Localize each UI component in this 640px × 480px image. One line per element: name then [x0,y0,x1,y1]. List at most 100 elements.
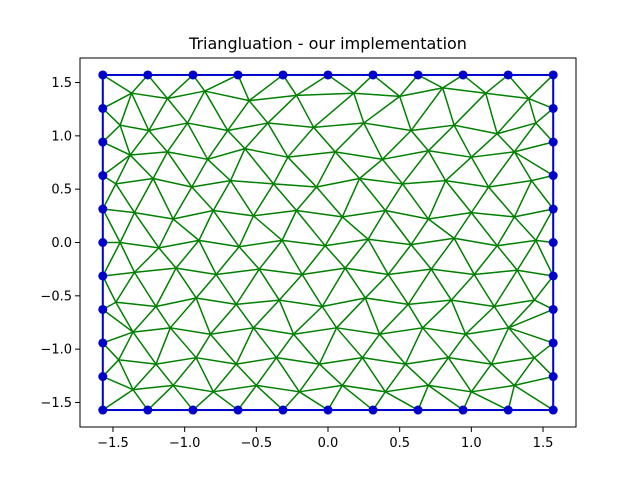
mesh-edge [115,271,136,303]
mesh-edge [295,92,355,97]
mesh-edge [133,177,154,214]
boundary-point [98,103,108,113]
mesh-edge [398,74,419,98]
mesh-edge [238,246,260,270]
mesh-edge [358,177,387,212]
mesh-edge [381,150,430,161]
mesh-edge [444,179,473,214]
mesh-edge [132,331,157,365]
mesh-edge [427,384,464,411]
mesh-edge [301,273,324,308]
boundary-point [548,304,558,314]
mesh-edge [272,183,318,188]
mesh-edge [198,209,215,242]
mesh-edge [427,179,447,220]
mesh-edge [229,179,255,217]
mesh-edge [334,122,365,153]
mesh-edge [278,273,303,301]
mesh-edge [281,239,303,276]
mesh-edge [117,359,134,391]
mesh-edge [229,147,246,182]
mesh-edge [410,243,432,270]
mesh-edge [387,273,410,306]
mesh-edge [410,124,455,132]
boundary-points-layer [98,70,558,415]
mesh-edge [464,305,496,335]
mesh-edge [287,156,318,188]
mesh-edge [516,269,536,301]
mesh-edge [321,297,367,308]
mesh-edge [533,275,554,301]
mesh-edge [117,359,157,365]
mesh-edge [361,333,381,359]
mesh-edge [102,141,131,156]
y-tick-label: −1.0 [40,343,72,358]
mesh-edge [198,239,240,248]
mesh-edge [507,308,554,329]
mesh-edge [410,87,444,132]
mesh-edge [427,384,473,393]
mesh-edge [490,327,510,365]
mesh-edge [384,209,430,220]
mesh-edge [226,122,269,132]
mesh-edge [490,363,516,387]
mesh-edge [462,74,487,94]
mesh-edge [507,299,536,329]
mesh-edge [427,124,455,152]
mesh-edge [430,268,475,276]
mesh-edge [212,363,238,393]
mesh-edge [102,275,117,303]
mesh-edge [172,384,215,393]
mesh-edge [203,90,250,102]
mesh-edge [281,239,326,247]
mesh-edge [166,74,194,100]
mesh-edge [195,356,238,365]
mesh-edge [212,391,239,411]
mesh-edge [175,239,200,269]
mesh-edge [364,297,410,306]
mesh-edge [186,90,206,124]
mesh-edge [206,147,246,161]
mesh-edge [132,363,157,391]
mesh-edge [115,154,131,185]
mesh-edge [513,356,536,387]
mesh-edge [453,237,475,276]
mesh-edge [295,94,315,129]
mesh-edge [152,177,174,220]
mesh-edge [115,301,157,308]
mesh-edge [470,156,490,188]
mesh-edge [191,179,232,188]
boundary-point [323,70,333,80]
mesh-edge [158,218,174,249]
mesh-edge [102,208,136,214]
mesh-edge [235,299,281,306]
mesh-edge [175,267,217,276]
mesh-edge [513,179,533,218]
boundary-point [98,338,108,348]
mesh-edge [152,177,193,188]
mesh-edge [496,122,537,135]
y-tick-label: 1.5 [51,76,72,91]
mesh-edge [212,209,240,248]
boundary-point [413,70,423,80]
boundary-line [101,73,555,412]
mesh-edge [226,129,246,150]
mesh-edge [226,99,250,132]
boundary-point [98,137,108,147]
mesh-edge [417,74,444,89]
mesh-edge [473,273,496,308]
mesh-edge [513,216,537,242]
mesh-edge [147,384,174,411]
mesh-edge [237,74,250,102]
mesh-edge [407,303,424,329]
mesh-edge [401,150,430,185]
mesh-edge [324,244,346,269]
mesh-edge [496,216,516,247]
mesh-edge [470,391,509,411]
mesh-edge [441,87,455,126]
mesh-edge [327,74,355,94]
mesh-edge [427,356,450,387]
mesh-edge [132,327,172,333]
mesh-edge [341,177,361,218]
boundary-point [98,372,108,382]
